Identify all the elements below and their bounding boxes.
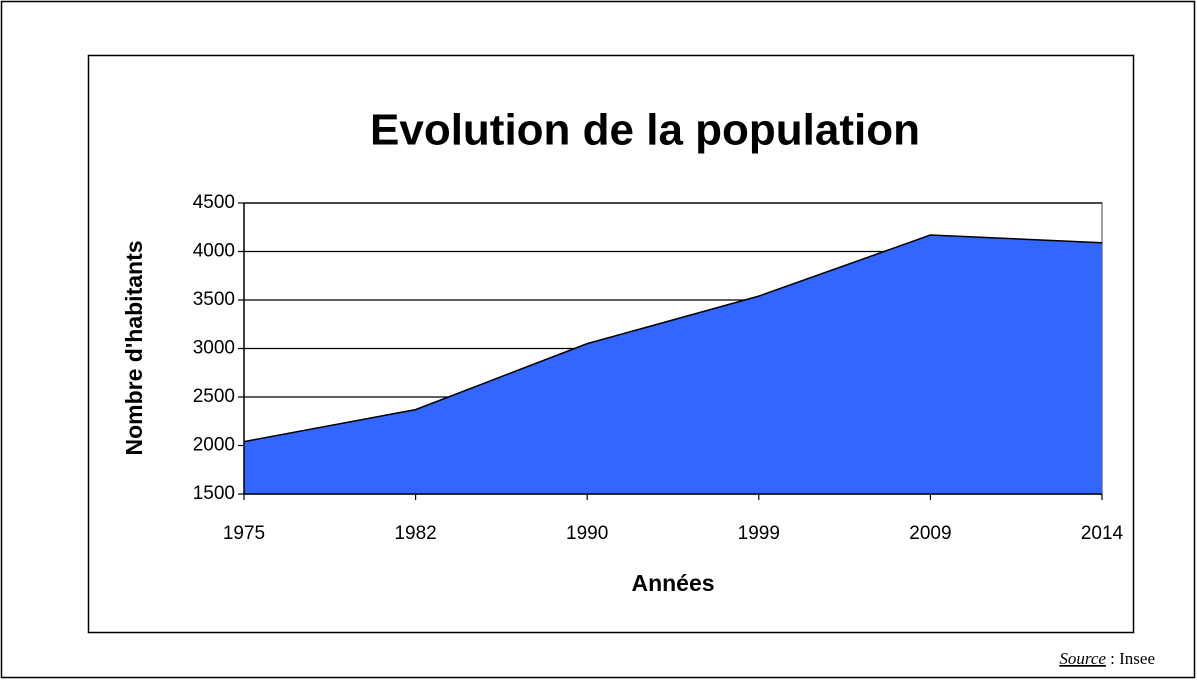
y-tick-label: 4000	[193, 241, 235, 262]
y-tick-label: 3500	[193, 289, 235, 310]
y-tick-label: 2500	[193, 386, 235, 407]
y-axis-title: Nombre d'habitants	[121, 240, 147, 455]
source-note: Source : Insee	[1059, 649, 1155, 668]
source-label: Source	[1059, 649, 1106, 668]
x-axis-title: Années	[631, 570, 714, 596]
x-tick-label: 2009	[909, 523, 951, 544]
x-tick-label: 1975	[223, 523, 265, 544]
x-tick-label: 1990	[566, 523, 608, 544]
y-tick-label: 3000	[193, 338, 235, 359]
x-tick-label: 2014	[1081, 523, 1124, 544]
area-line	[243, 234, 1103, 443]
y-tick-label: 1500	[193, 483, 235, 504]
y-tick-label: 4500	[193, 192, 235, 213]
x-tick-label: 1999	[738, 523, 780, 544]
source-text: : Insee	[1110, 649, 1155, 668]
chart-title: Evolution de la population	[370, 106, 920, 155]
y-tick-label: 2000	[193, 435, 235, 456]
x-tick-label: 1982	[394, 523, 436, 544]
area	[244, 235, 1102, 494]
